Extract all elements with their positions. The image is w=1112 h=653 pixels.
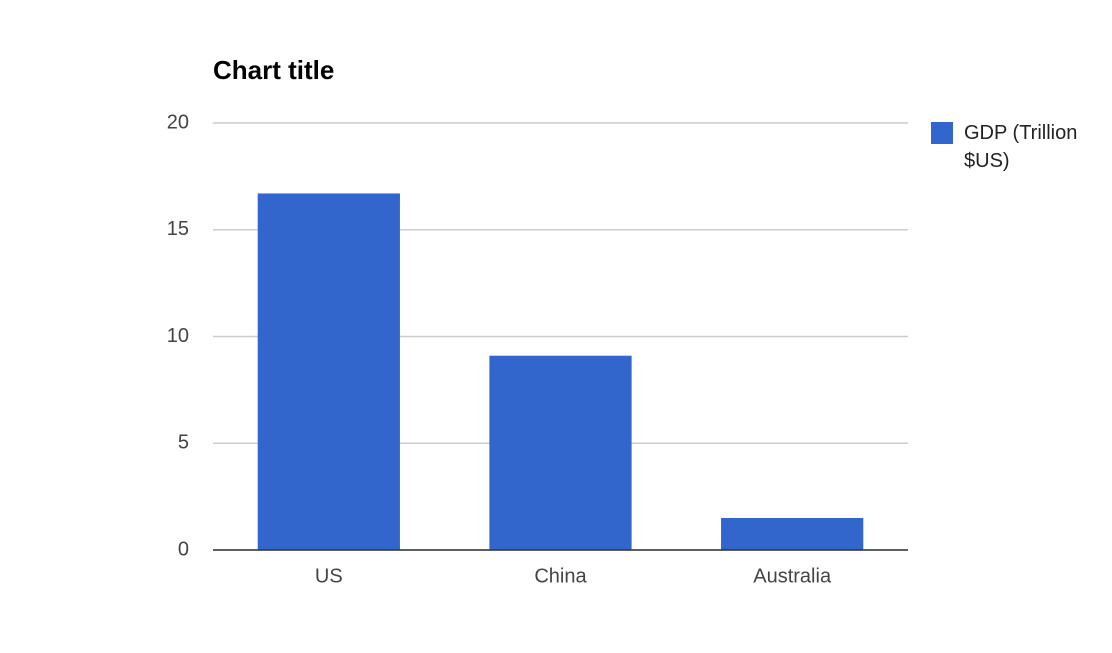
- x-tick-label: Australia: [753, 565, 832, 587]
- legend-swatch: [931, 122, 953, 144]
- bar: [257, 193, 400, 550]
- y-tick-label: 15: [167, 218, 189, 240]
- chart-title: Chart title: [213, 55, 334, 85]
- legend: GDP (Trillion $US): [931, 120, 1099, 175]
- legend-label: GDP (Trillion $US): [964, 122, 1078, 172]
- y-tick-label: 20: [167, 111, 189, 133]
- y-tick-label: 10: [167, 325, 189, 347]
- y-tick-label: 0: [178, 538, 189, 560]
- bar: [721, 517, 864, 550]
- bar: [489, 355, 632, 550]
- x-tick-label: US: [315, 565, 343, 587]
- y-tick-label: 5: [178, 432, 189, 454]
- x-tick-label: China: [534, 565, 587, 587]
